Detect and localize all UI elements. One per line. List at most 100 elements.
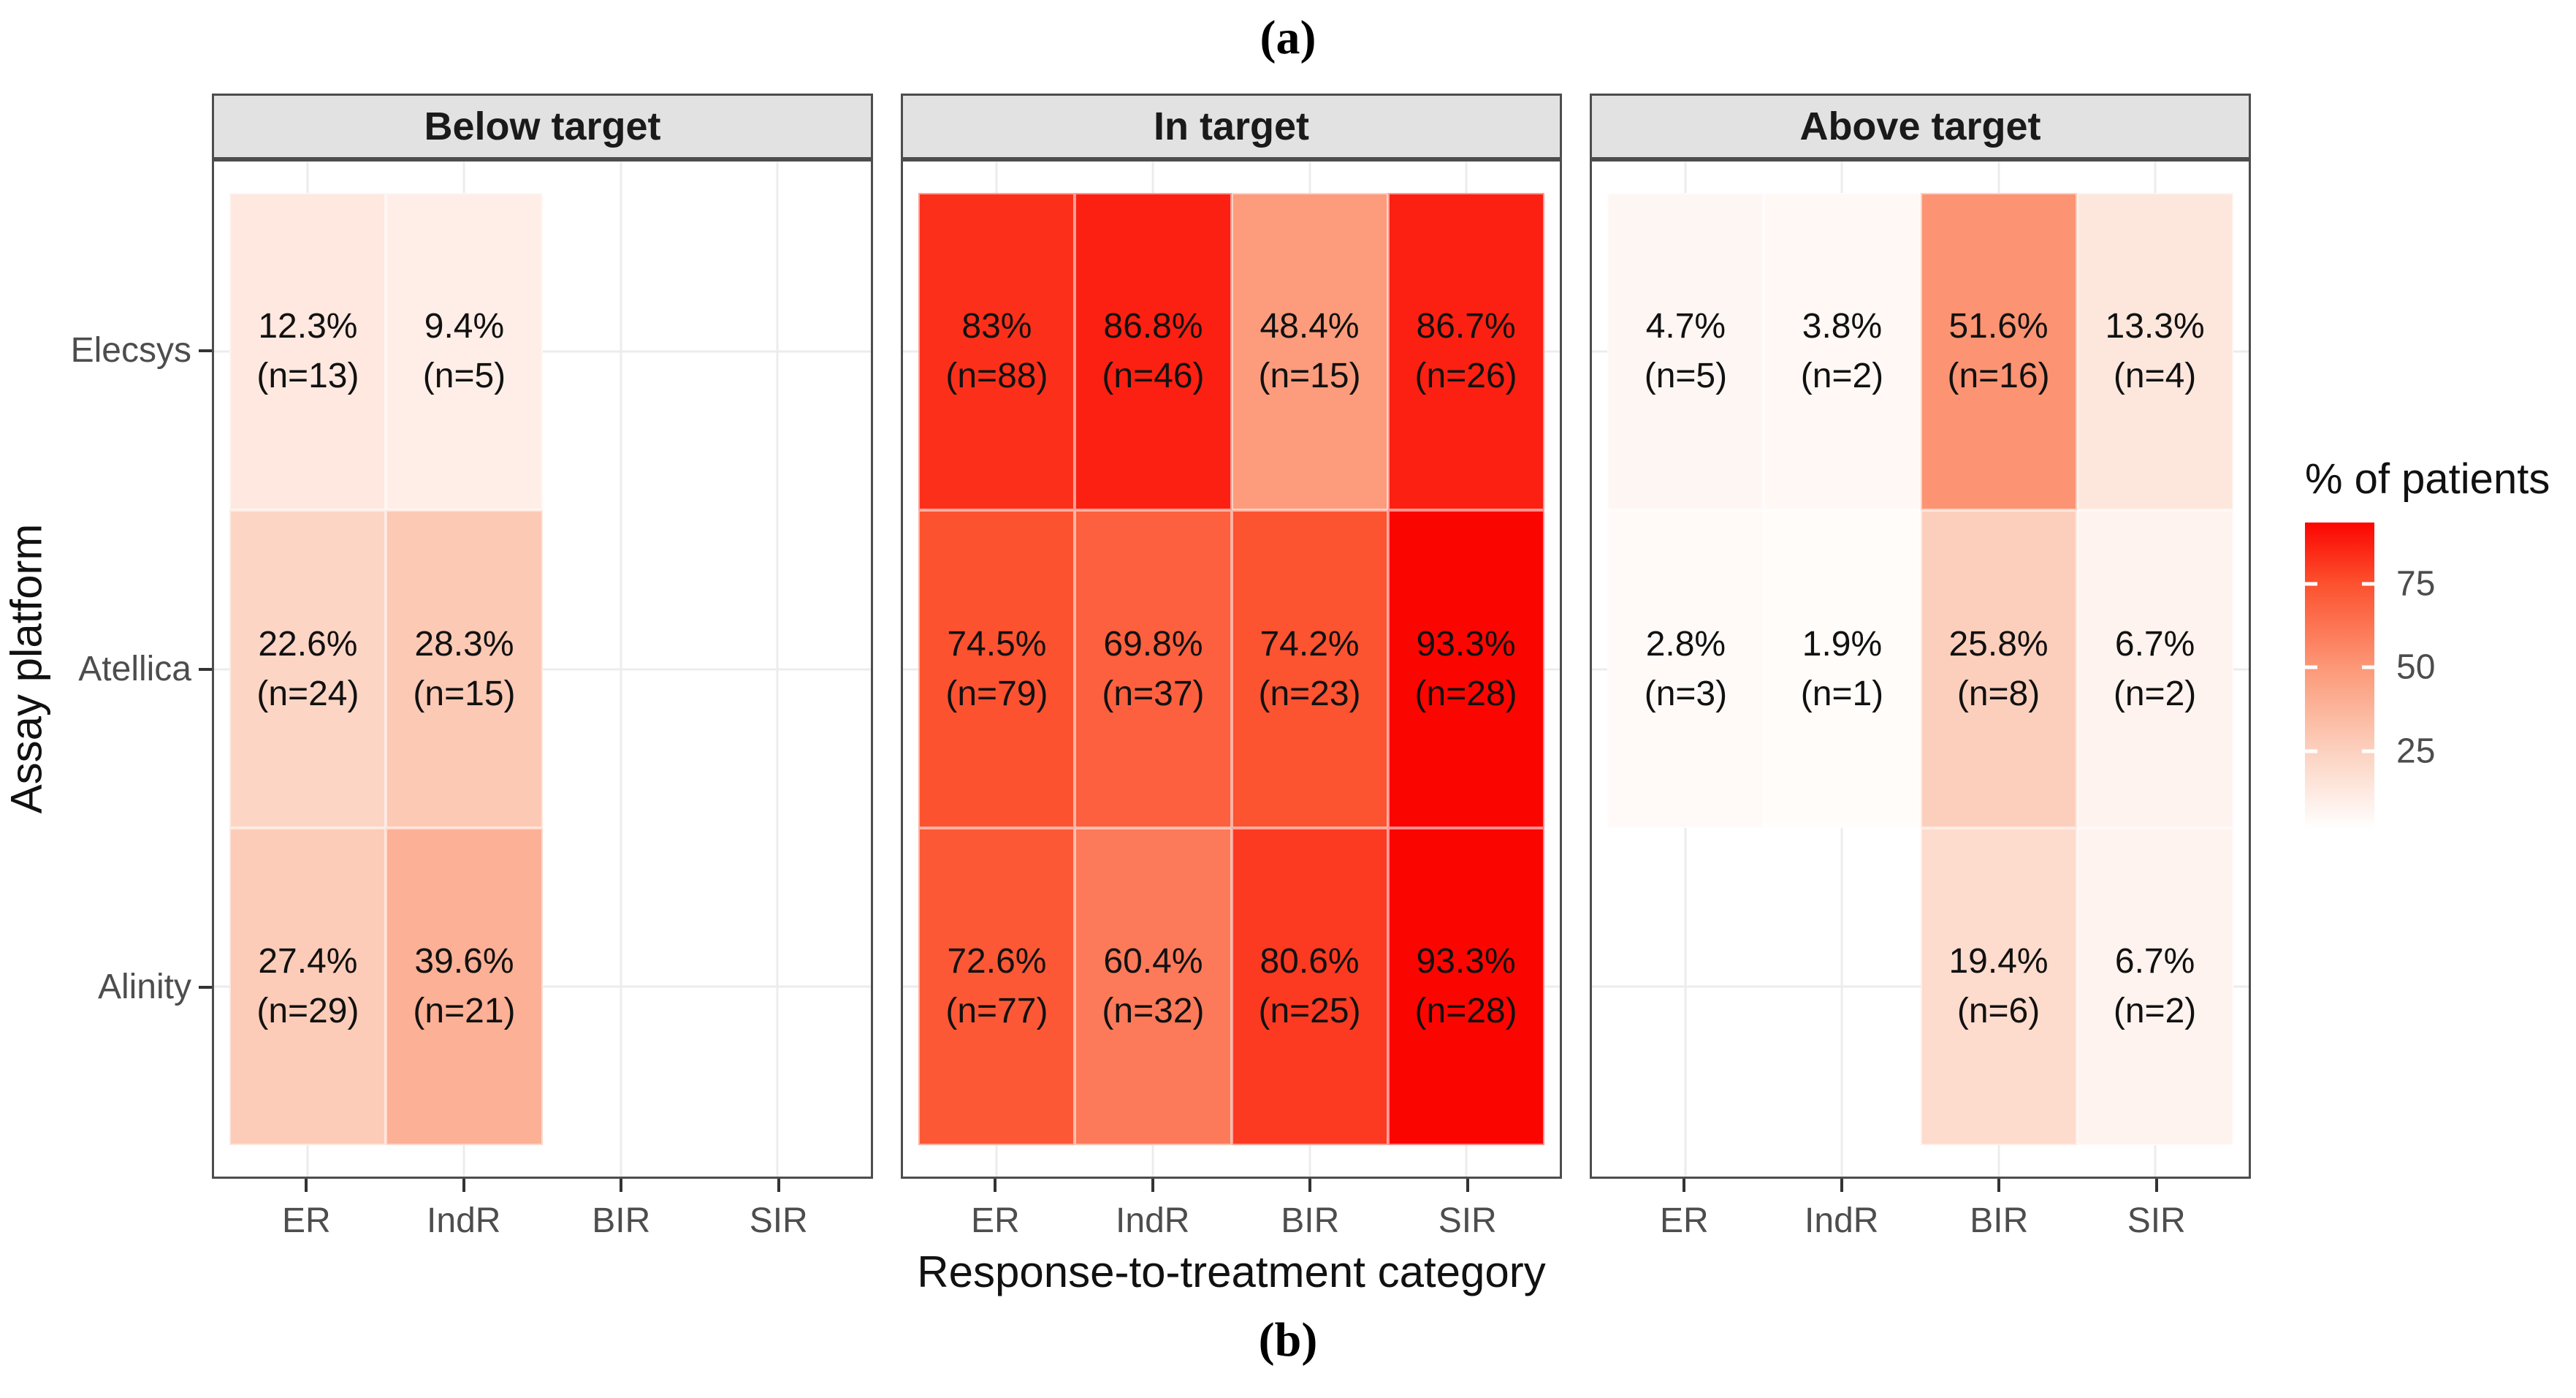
x-axis-tick-label-sir: SIR (1438, 1201, 1497, 1240)
tile-percent-label: 86.7% (1416, 307, 1516, 346)
heatmap-tile-empty (543, 828, 699, 1145)
gridline-horizontal (214, 985, 871, 988)
tile-percent-label: 1.9% (1802, 624, 1883, 664)
heatmap-tile-alinity-indr: 60.4% (n=32) (1075, 827, 1232, 1145)
x-axis-tick (305, 1179, 308, 1192)
heatmap-tile-elecsys-er: 83% (n=88) (918, 193, 1075, 511)
tile-percent-label: 6.7% (2114, 941, 2195, 981)
y-axis-tick-label-alinity: Alinity (97, 968, 191, 1007)
tile-percent-label: 4.7% (1645, 307, 1726, 346)
facet-strip: In target (901, 94, 1562, 159)
tile-percent-label: 2.8% (1645, 624, 1726, 664)
tile-n-label: (n=8) (1956, 674, 2040, 713)
tile-n-label: (n=79) (945, 674, 1048, 713)
facet-in-target: In target 83% (n=88) 86.8% (n=46) 48.4% (n=15)… (901, 94, 1562, 1299)
facet-below-target: Below target 12.3% (n=13) 9.4% (n=5) 22.6% (n=… (212, 94, 873, 1299)
heatmap-tile-atellica-indr: 28.3% (n=15) (386, 510, 543, 828)
x-axis-tick-label-sir: SIR (749, 1201, 808, 1240)
heatmap-tile-elecsys-sir: 86.7% (n=26) (1387, 193, 1544, 511)
heatmap-tile-elecsys-sir: 13.3% (n=4) (2076, 193, 2233, 511)
heatmap-tile-elecsys-bir: 51.6% (n=16) (1920, 193, 2077, 511)
legend-gradient-fill (2305, 523, 2374, 829)
tile-n-label: (n=16) (1947, 357, 2050, 396)
x-axis-tick (1466, 1179, 1469, 1192)
tile-n-label: (n=88) (945, 357, 1048, 396)
x-axis-tick-label-indr: IndR (1805, 1201, 1879, 1240)
tile-n-label: (n=26) (1414, 357, 1517, 396)
tile-percent-label: 3.8% (1802, 307, 1883, 346)
heatmap-tile-grid: 12.3% (n=13) 9.4% (n=5) 22.6% (n=24) 28.3% (n=1… (229, 193, 856, 1145)
facet-strip-label: Above target (1799, 105, 2041, 148)
heatmap-tile-atellica-bir: 25.8% (n=8) (1920, 510, 2077, 828)
facet-plot-panel: 4.7% (n=5) 3.8% (n=2) 51.6% (n=16) 13.3% (n=4) 2… (1590, 159, 2251, 1179)
tile-n-label: (n=37) (1102, 674, 1205, 713)
y-axis-tick (199, 667, 212, 671)
tile-percent-label: 86.8% (1103, 307, 1203, 346)
tile-percent-label: 9.4% (424, 307, 505, 346)
subfigure-label-a: (a) (1260, 11, 1316, 64)
heatmap-tile-empty (699, 828, 856, 1145)
facet-strip: Above target (1590, 94, 2251, 159)
legend-tick-mark (2362, 582, 2374, 586)
x-axis-tick (1308, 1179, 1312, 1192)
x-axis-tick (620, 1179, 623, 1192)
tile-n-label: (n=29) (256, 991, 359, 1030)
x-axis-tick (777, 1179, 780, 1192)
facet-plot-panel: 12.3% (n=13) 9.4% (n=5) 22.6% (n=24) 28.3% (n=1… (212, 159, 873, 1179)
heatmap-tile-empty (699, 193, 856, 510)
heatmap-tile-elecsys-bir: 48.4% (n=15) (1231, 193, 1388, 511)
tile-n-label: (n=28) (1414, 991, 1517, 1030)
x-axis-tick-label-er: ER (970, 1201, 1020, 1240)
heatmap-tile-empty (543, 193, 699, 510)
gridline-horizontal (214, 350, 871, 353)
tile-percent-label: 12.3% (258, 307, 358, 346)
tile-n-label: (n=28) (1414, 674, 1517, 713)
tile-percent-label: 60.4% (1103, 941, 1203, 981)
x-axis-tick (1683, 1179, 1686, 1192)
heatmap-tile-atellica-bir: 74.2% (n=23) (1231, 510, 1388, 828)
x-axis-tick (462, 1179, 465, 1192)
tile-percent-label: 72.6% (947, 941, 1047, 981)
x-axis-tick-label-bir: BIR (1970, 1201, 2029, 1240)
y-axis-tick-label-elecsys: Elecsys (70, 330, 191, 370)
facet-strip: Below target (212, 94, 873, 159)
heatmap-tile-empty (1764, 828, 1920, 1145)
x-axis-tick-label-sir: SIR (2127, 1201, 2186, 1240)
heatmap-tile-atellica-indr: 1.9% (n=1) (1764, 510, 1921, 828)
tile-percent-label: 48.4% (1260, 307, 1360, 346)
tile-percent-label: 93.3% (1416, 941, 1516, 981)
facet-plot-panel: 83% (n=88) 86.8% (n=46) 48.4% (n=15) 86.7% (n=2… (901, 159, 1562, 1179)
x-axis-tick-label-er: ER (1659, 1201, 1709, 1240)
tile-percent-label: 74.2% (1260, 624, 1360, 664)
heatmap-tile-elecsys-er: 4.7% (n=5) (1607, 193, 1764, 511)
legend-tick-mark (2362, 665, 2374, 669)
subfigure-label-b: (b) (1258, 1313, 1318, 1367)
heatmap-tile-elecsys-indr: 9.4% (n=5) (386, 193, 543, 511)
legend-title: % of patients (2305, 455, 2550, 503)
tile-n-label: (n=15) (413, 674, 516, 713)
heatmap-tile-alinity-sir: 6.7% (n=2) (2076, 827, 2233, 1145)
legend-tick-label-50: 50 (2396, 647, 2436, 687)
tile-n-label: (n=2) (1800, 357, 1884, 396)
heatmap-tile-atellica-sir: 93.3% (n=28) (1387, 510, 1544, 828)
y-axis-tick-labels: Elecsys Atellica Alinity (29, 0, 191, 1398)
tile-n-label: (n=5) (422, 357, 506, 396)
heatmap-tile-alinity-bir: 19.4% (n=6) (1920, 827, 2077, 1145)
tile-percent-label: 28.3% (414, 624, 514, 664)
x-axis-title: Response-to-treatment category (917, 1247, 1546, 1296)
tile-percent-label: 93.3% (1416, 624, 1516, 664)
tile-n-label: (n=24) (256, 674, 359, 713)
tile-n-label: (n=25) (1258, 991, 1361, 1030)
tile-percent-label: 74.5% (947, 624, 1047, 664)
x-axis-tick (2154, 1179, 2158, 1192)
heatmap-tile-grid: 83% (n=88) 86.8% (n=46) 48.4% (n=15) 86.7% (n=2… (918, 193, 1544, 1145)
tile-percent-label: 13.3% (2105, 307, 2205, 346)
x-axis-tick (1151, 1179, 1154, 1192)
tile-percent-label: 39.6% (414, 941, 514, 981)
heatmap-tile-alinity-bir: 80.6% (n=25) (1231, 827, 1388, 1145)
tile-n-label: (n=2) (2113, 674, 2197, 713)
tile-n-label: (n=6) (1956, 991, 2040, 1030)
legend-tick-mark (2305, 749, 2317, 753)
heatmap-tile-atellica-sir: 6.7% (n=2) (2076, 510, 2233, 828)
